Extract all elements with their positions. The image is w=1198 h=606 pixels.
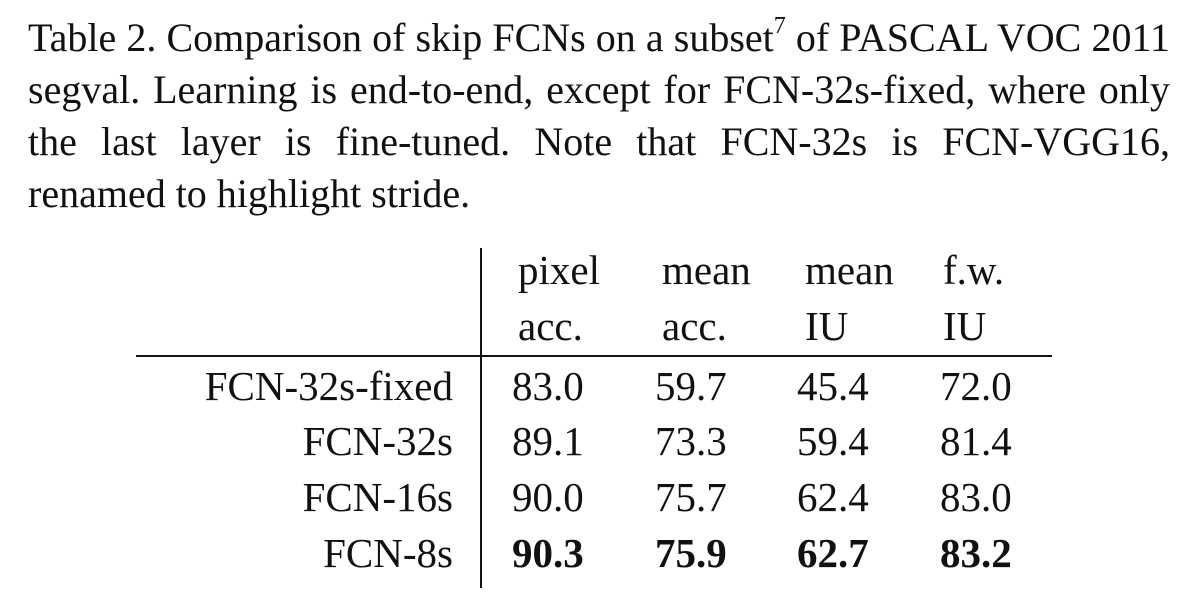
caption-text-prefix: Table 2. Comparison of skip FCNs on a su… xyxy=(28,15,774,60)
row-label: FCN-32s-fixed xyxy=(204,363,453,409)
table-cell: 73.3 xyxy=(655,418,727,464)
row-label: FCN-32s xyxy=(302,418,453,464)
header-mean-acc-line1: mean xyxy=(662,247,751,293)
table-cell: 83.0 xyxy=(940,474,1012,520)
header-rule xyxy=(136,355,1052,357)
table-cell: 59.7 xyxy=(655,363,727,409)
row-label: FCN-8s xyxy=(323,530,453,576)
header-mean-iu-line2: IU xyxy=(805,303,849,349)
header-pixel-line1: pixel xyxy=(518,247,600,293)
header-pixel-line2: acc. xyxy=(518,303,583,349)
table-cell: 90.0 xyxy=(512,474,584,520)
table-cell: 89.1 xyxy=(512,418,584,464)
table-cell: 45.4 xyxy=(797,363,869,409)
table-cell-best: 90.3 xyxy=(512,530,584,576)
table-cell: 81.4 xyxy=(940,418,1012,464)
vertical-rule xyxy=(480,248,482,588)
header-mean-iu-line1: mean xyxy=(805,247,894,293)
header-fw-iu-line2: IU xyxy=(943,303,987,349)
caption-text-suffix: of PASCAL VOC 2011 segval. Learning is e… xyxy=(28,15,1170,216)
table-cell: 83.0 xyxy=(512,363,584,409)
table-cell-best: 62.7 xyxy=(797,530,869,576)
footnote-marker: 7 xyxy=(773,12,786,39)
table-cell-best: 75.9 xyxy=(655,530,727,576)
table-cell: 59.4 xyxy=(797,418,869,464)
table-cell: 72.0 xyxy=(940,363,1012,409)
row-label: FCN-16s xyxy=(302,474,453,520)
table-cell: 62.4 xyxy=(797,474,869,520)
header-mean-acc-line2: acc. xyxy=(662,303,727,349)
table-caption: Table 2. Comparison of skip FCNs on a su… xyxy=(28,12,1170,220)
table-cell: 75.7 xyxy=(655,474,727,520)
header-fw-iu-line1: f.w. xyxy=(943,247,1005,293)
table-cell-best: 83.2 xyxy=(940,530,1012,576)
